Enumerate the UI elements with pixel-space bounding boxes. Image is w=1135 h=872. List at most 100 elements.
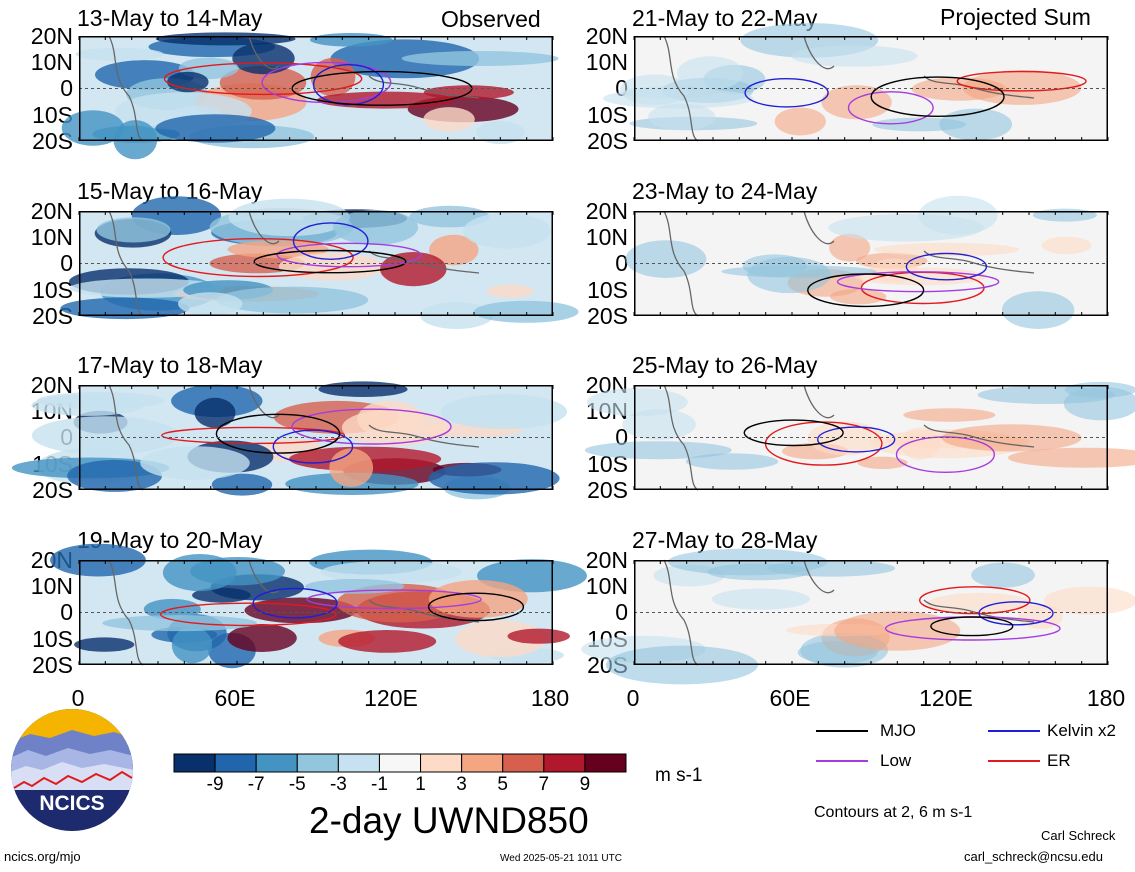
legend-mjo: MJO xyxy=(880,721,916,740)
wave-contour xyxy=(870,76,1005,117)
panel-title-left-4: 19-May to 20-May xyxy=(77,527,263,553)
wave-contour xyxy=(836,271,1000,293)
lon-label-right-60e: 60E xyxy=(769,685,811,711)
site-url[interactable]: ncics.org/mjo xyxy=(4,849,81,864)
wave-contour xyxy=(807,273,925,308)
wave-contour xyxy=(427,592,525,622)
wind-anomaly-blob xyxy=(774,107,826,136)
wind-anomaly-blob xyxy=(227,624,297,652)
wave-contour xyxy=(847,91,934,125)
coastline xyxy=(663,210,1035,317)
wind-anomaly-blob xyxy=(602,88,754,109)
wave-contour xyxy=(276,242,422,268)
wind-anomaly-blob xyxy=(102,615,257,632)
lat-label-left-2-1: 10N xyxy=(30,224,73,250)
coastline xyxy=(663,384,1035,491)
panel-title-right-4: 27-May to 28-May xyxy=(632,527,818,553)
wind-anomaly-blob xyxy=(829,233,871,262)
colorbar-swatch-2 xyxy=(255,753,298,773)
lat-label-left-1-2: 0 xyxy=(60,75,73,101)
wind-anomaly-blob xyxy=(829,288,887,305)
panel-title-right-3: 25-May to 26-May xyxy=(632,352,818,378)
wind-anomaly-blob xyxy=(338,630,437,653)
lat-label-left-1-1: 10N xyxy=(30,49,73,75)
wind-anomaly-blob xyxy=(423,107,475,132)
coastline xyxy=(108,384,480,491)
wind-anomaly-blob xyxy=(219,65,307,100)
wind-anomaly-blob xyxy=(380,252,447,287)
wind-anomaly-blob xyxy=(872,117,966,132)
wave-contour xyxy=(292,222,369,261)
ncics-logo: NCICS xyxy=(11,709,133,831)
wave-contour xyxy=(159,602,337,627)
lat-label-left-4-1: 10N xyxy=(30,573,73,599)
colorbar-label-5: 1 xyxy=(415,774,426,795)
map-panel-left-1 xyxy=(61,32,559,160)
panel-title-right-2: 23-May to 24-May xyxy=(632,178,818,204)
wind-anomaly-blob xyxy=(939,108,1013,141)
wind-anomaly-blob xyxy=(162,554,237,592)
wind-anomaly-blob xyxy=(899,427,940,460)
colorbar-swatch-6 xyxy=(420,753,463,773)
wind-anomaly-blob xyxy=(440,394,568,430)
wind-anomaly-blob xyxy=(677,56,744,90)
wind-anomaly-blob xyxy=(155,32,296,46)
wave-contour xyxy=(895,436,996,473)
wind-anomaly-blob xyxy=(74,637,135,652)
wind-anomaly-blob xyxy=(971,562,1035,588)
colorbar-swatch-8 xyxy=(502,753,545,773)
lat-label-right-2-0: 20N xyxy=(585,198,628,224)
lat-label-left-3-0: 20N xyxy=(30,372,73,398)
lon-label-left-120e: 120E xyxy=(364,685,418,711)
map-panel-right-3 xyxy=(584,381,1135,491)
panel-title-left-2: 15-May to 16-May xyxy=(77,178,263,204)
colorbar xyxy=(173,753,627,773)
wind-anomaly-blob xyxy=(486,284,534,298)
colorbar-title: 2-day UWND850 xyxy=(309,800,589,841)
wave-contour xyxy=(956,70,1087,92)
wind-anomaly-blob xyxy=(428,580,528,618)
lat-label-right-4-0: 20N xyxy=(585,547,628,573)
lat-label-right-1-0: 20N xyxy=(585,23,628,49)
wind-anomaly-blob xyxy=(721,265,877,278)
wave-contour xyxy=(743,419,844,447)
wind-anomaly-blob xyxy=(329,448,374,487)
wind-anomaly-blob xyxy=(309,33,393,47)
wave-contour xyxy=(930,616,1014,637)
wind-anomaly-blob xyxy=(216,286,369,314)
wind-anomaly-blob xyxy=(869,258,918,283)
wind-anomaly-blob xyxy=(232,42,295,75)
wind-anomaly-blob xyxy=(75,47,164,61)
colorbar-label-9: 9 xyxy=(579,774,591,795)
wave-contour xyxy=(744,77,829,108)
lat-label-right-3-4: 20S xyxy=(587,477,628,503)
wind-anomaly-blob xyxy=(1043,586,1135,615)
wind-anomaly-blob xyxy=(834,611,961,651)
wave-contour xyxy=(161,426,346,445)
lat-label-left-4-2: 0 xyxy=(60,599,73,625)
wind-anomaly-blob xyxy=(1001,291,1075,329)
wind-anomaly-blob xyxy=(228,198,350,237)
lat-label-right-2-1: 10N xyxy=(585,224,628,250)
lat-label-left-3-4: 20S xyxy=(32,477,73,503)
wind-anomaly-blob xyxy=(60,297,190,320)
wind-anomaly-blob xyxy=(476,121,525,145)
lon-label-right-0: 0 xyxy=(626,685,640,711)
wind-anomaly-blob xyxy=(584,441,732,460)
colorbar-label-0: -9 xyxy=(206,774,224,795)
lat-label-right-4-1: 10N xyxy=(585,573,628,599)
timestamp: Wed 2025-05-21 1011 UTC xyxy=(500,853,622,864)
map-panel-right-2 xyxy=(625,195,1109,329)
lat-label-right-2-3: 10S xyxy=(587,277,628,303)
lat-label-left-1-0: 20N xyxy=(30,23,73,49)
coastline xyxy=(108,210,480,317)
wind-anomaly-blob xyxy=(178,292,243,316)
wave-contour xyxy=(215,413,341,454)
lat-label-left-4-3: 10S xyxy=(32,626,73,652)
legend-er: ER xyxy=(1047,751,1071,770)
map-panel-left-2 xyxy=(60,196,579,329)
colorbar-swatch-10 xyxy=(584,753,627,773)
colorbar-swatch-1 xyxy=(214,753,257,773)
colorbar-label-7: 5 xyxy=(497,774,508,795)
colorbar-label-3: -3 xyxy=(329,774,347,795)
